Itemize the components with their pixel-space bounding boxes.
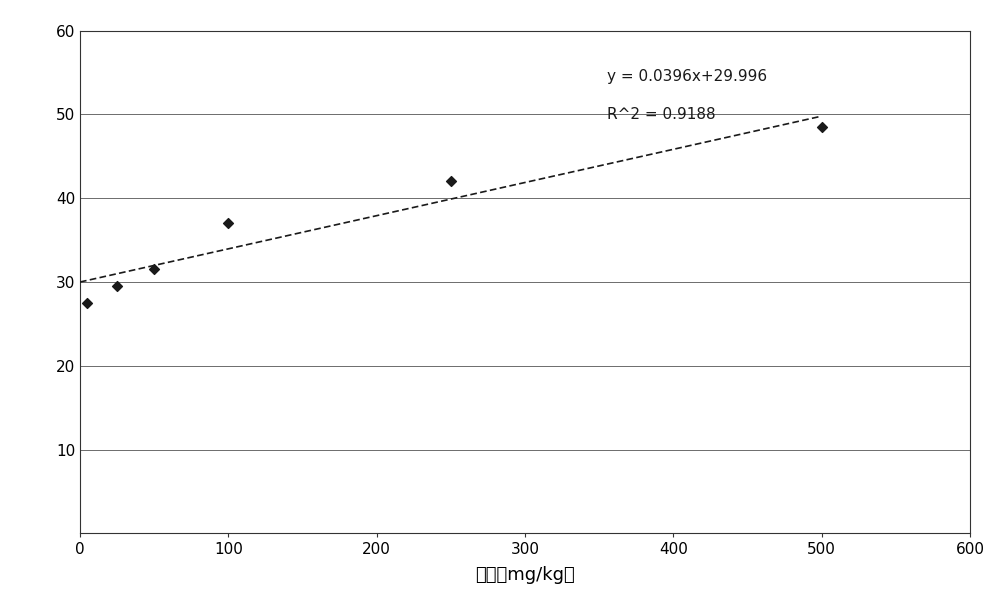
X-axis label: 浓度（mg/kg）: 浓度（mg/kg） — [475, 566, 575, 584]
Point — [814, 122, 830, 132]
Text: R^2 = 0.9188: R^2 = 0.9188 — [607, 107, 715, 121]
Point — [109, 281, 125, 291]
Point — [146, 265, 162, 275]
Point — [79, 298, 95, 308]
Text: y = 0.0396x+29.996: y = 0.0396x+29.996 — [607, 69, 767, 84]
Point — [443, 177, 459, 186]
Point — [220, 218, 236, 228]
